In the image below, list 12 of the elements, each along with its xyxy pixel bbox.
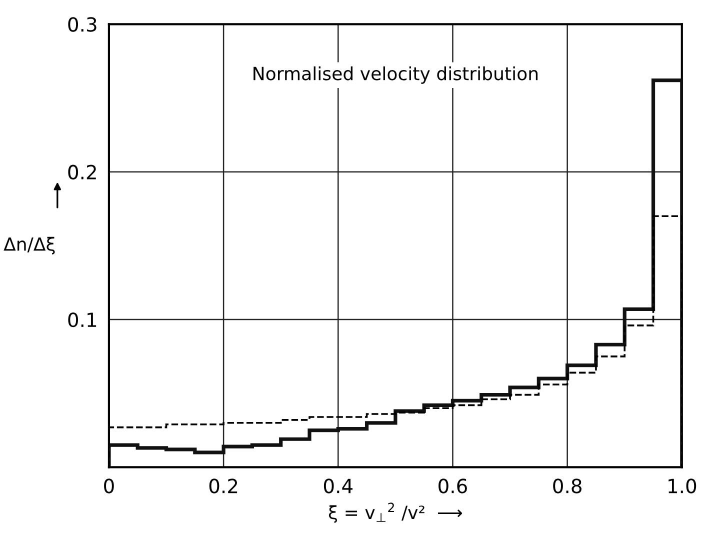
x-tick-label: 0.2 xyxy=(209,478,238,494)
x-tick-label: 0.6 xyxy=(438,478,467,494)
y-tick-label: 0.3 xyxy=(68,17,96,32)
x-tick-label: 0 xyxy=(104,478,114,494)
x-tick-label: 1.0 xyxy=(668,478,696,494)
x-axis-title: ξ = v$_{⊥}$$^{2}$ /v² ⟶ xyxy=(328,502,462,523)
y-tick-label: 0.2 xyxy=(68,164,96,180)
x-tick-label: 0.8 xyxy=(553,478,582,494)
text: Normalised velocity distribution xyxy=(254,66,538,84)
y-axis-title: Δn/Δξ xyxy=(4,236,55,254)
y-tick-label: 0.1 xyxy=(68,312,96,328)
x-tick-label: 0.4 xyxy=(324,478,353,494)
